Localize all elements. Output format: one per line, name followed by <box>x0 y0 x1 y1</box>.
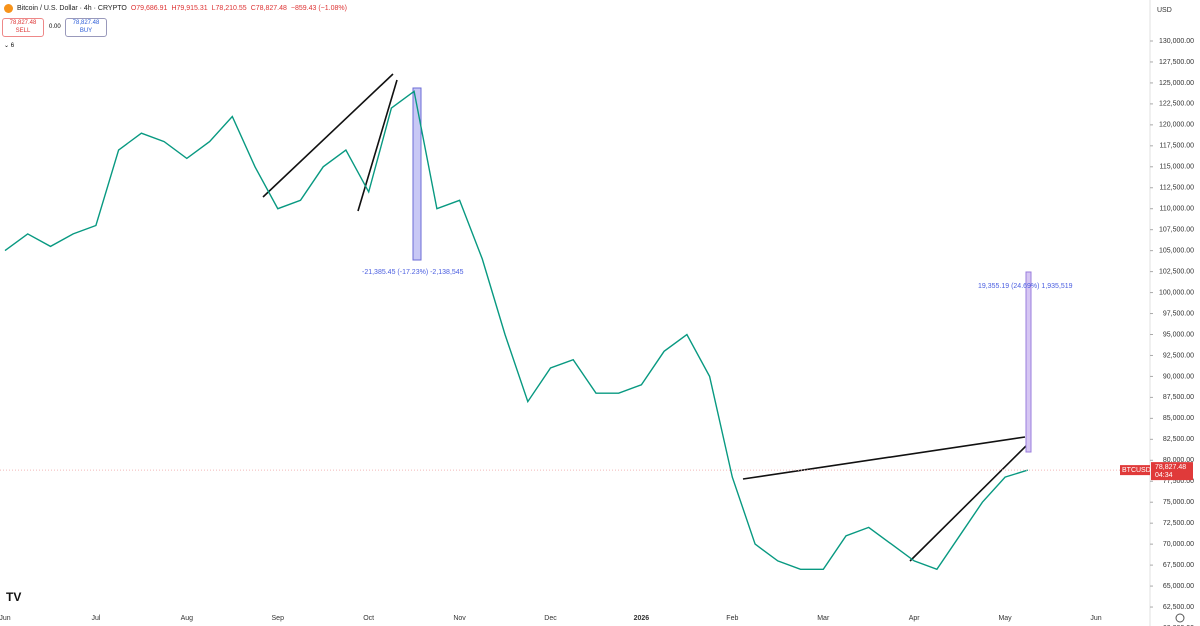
spread: 0.00 <box>49 24 61 30</box>
currency: USD <box>1157 7 1172 14</box>
y-tick-label: 92,500.00 <box>1163 352 1194 359</box>
y-tick-label: 105,000.00 <box>1159 247 1194 254</box>
measure-label: -21,385.45 (-17.23%) -2,138,545 <box>362 269 464 276</box>
sell-button[interactable]: 78,827.48 SELL <box>2 18 44 37</box>
countdown: 04:34 <box>1155 472 1173 479</box>
y-tick-label: 60,000.00 <box>1163 625 1194 626</box>
ohlc: H79,915.31 <box>171 5 208 12</box>
trend-line <box>909 441 1031 562</box>
x-tick-label: Aug <box>181 615 194 622</box>
sell-label: SELL <box>15 28 31 34</box>
trend-line <box>357 79 398 212</box>
y-tick-label: 70,000.00 <box>1163 541 1194 548</box>
y-tick-label: 67,500.00 <box>1163 562 1194 569</box>
buy-price: 78,827.48 <box>72 20 100 26</box>
y-tick-label: 72,500.00 <box>1163 520 1194 527</box>
x-tick-label: Apr <box>909 615 921 622</box>
x-tick-label: Jul <box>91 615 100 622</box>
measure-box <box>1025 271 1032 453</box>
x-tick-label: Nov <box>453 615 466 622</box>
y-tick-label: 100,000.00 <box>1159 289 1194 296</box>
coin-icon <box>4 4 13 13</box>
sell-price: 78,827.48 <box>9 20 37 26</box>
x-tick-label: Mar <box>817 615 830 622</box>
trend-line <box>262 73 394 198</box>
trend-line <box>742 436 1026 480</box>
y-tick-label: 130,000.00 <box>1159 38 1194 45</box>
y-tick-label: 110,000.00 <box>1159 206 1194 213</box>
drawings <box>262 73 1031 562</box>
price-tag-label: 78,827.48 <box>1155 464 1186 471</box>
buy-button[interactable]: 78,827.48 BUY <box>65 18 107 37</box>
x-tick-label: Dec <box>544 615 557 622</box>
price-line <box>4 90 1029 571</box>
ohlc: L78,210.55 <box>211 5 247 12</box>
measure-label: 19,355.19 (24.69%) 1,935,519 <box>978 283 1073 290</box>
y-tick-label: 82,500.00 <box>1163 436 1194 443</box>
y-tick-label: 122,500.00 <box>1159 101 1194 108</box>
y-tick-label: 102,500.00 <box>1159 268 1194 275</box>
x-tick-label: Feb <box>726 615 738 622</box>
indicator-count: 6 <box>10 43 15 49</box>
y-tick-label: 62,500.00 <box>1163 604 1194 611</box>
y-tick-label: 95,000.00 <box>1163 331 1194 338</box>
y-tick-label: 112,500.00 <box>1159 185 1194 192</box>
header: Bitcoin / U.S. Dollar · 4h · CRYPTO O79,… <box>4 4 347 13</box>
price-tag <box>1151 462 1193 481</box>
x-tick-label: Sep <box>272 615 285 622</box>
measure-box <box>412 87 422 261</box>
y-tick-label: 120,000.00 <box>1159 122 1194 129</box>
symbol: Bitcoin / U.S. Dollar · 4h · CRYPTO <box>17 5 127 12</box>
x-tick-label: May <box>998 615 1012 622</box>
y-tick-label: 125,000.00 <box>1159 80 1194 87</box>
x-tick-label: Oct <box>363 615 374 622</box>
y-tick-label: 90,000.00 <box>1163 373 1194 380</box>
x-tick-label: Jun <box>0 615 11 622</box>
y-tick-label: 107,500.00 <box>1159 227 1194 234</box>
indicators[interactable]: ⌄ 6 <box>4 43 15 49</box>
y-tick-label: 87,500.00 <box>1163 394 1194 401</box>
x-tick-label: 2026 <box>634 615 650 622</box>
y-tick-label: 75,000.00 <box>1163 499 1194 506</box>
y-tick-label: 127,500.00 <box>1159 59 1194 66</box>
change: −859.43 (−1.08%) <box>290 5 347 12</box>
symbol-tag-bg <box>1120 465 1150 476</box>
symbol-tag: BTCUSD <box>1122 467 1151 474</box>
y-tick-label: 77,500.00 <box>1163 478 1194 485</box>
y-tick-label: 80,000.00 <box>1163 457 1194 464</box>
x-tick-label: Jun <box>1090 615 1101 622</box>
settings-icon[interactable] <box>1175 613 1185 623</box>
y-tick-label: 85,000.00 <box>1163 415 1194 422</box>
y-tick-label: 97,500.00 <box>1163 310 1194 317</box>
ohlc: C78,827.48 <box>250 5 287 12</box>
buy-label: BUY <box>79 28 93 34</box>
logo: TV <box>6 590 21 604</box>
ohlc: O79,686.91 <box>130 5 168 12</box>
y-tick-label: 65,000.00 <box>1163 583 1194 590</box>
y-tick-label: 115,000.00 <box>1159 164 1194 171</box>
y-tick-label: 117,500.00 <box>1159 143 1194 150</box>
